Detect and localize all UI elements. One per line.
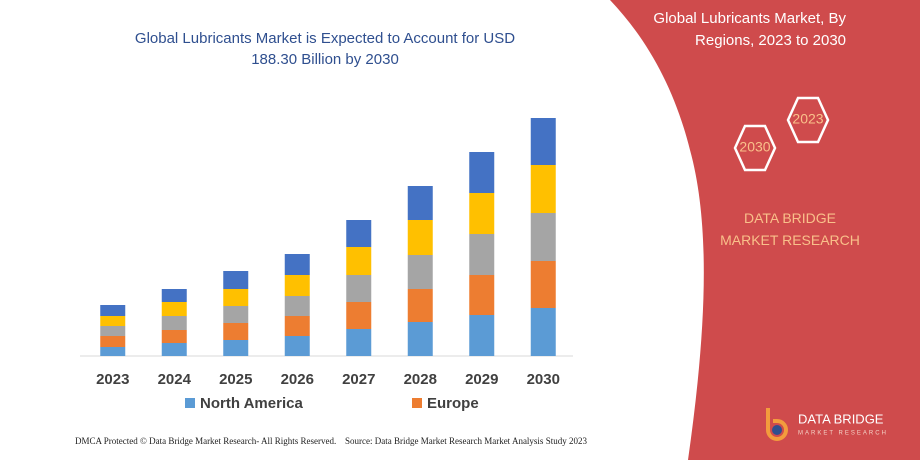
bar-segment xyxy=(284,296,310,316)
bar-segment xyxy=(407,322,433,356)
logo-icon xyxy=(766,408,788,441)
bar-segment xyxy=(100,326,126,336)
bar-segment xyxy=(284,275,310,296)
x-tick-label: 2023 xyxy=(96,371,129,388)
bar-segment xyxy=(100,316,126,326)
bar-segment xyxy=(223,340,249,356)
chart-title: Global Lubricants Market is Expected to … xyxy=(134,30,516,68)
bar-segment xyxy=(530,261,556,308)
bar-segment xyxy=(407,289,433,322)
logo-tagline: MARKET RESEARCH xyxy=(798,431,888,437)
bar-segment xyxy=(469,315,495,356)
bar-segment xyxy=(346,247,372,275)
logo-name: DATA BRIDGE xyxy=(798,411,884,426)
footer-left: DMCA Protected © Data Bridge Market Rese… xyxy=(75,436,337,446)
legend-label: North America xyxy=(200,395,303,412)
badge: 2030 xyxy=(739,139,770,155)
bar-segment xyxy=(100,336,126,347)
x-tick-label: 2027 xyxy=(342,371,375,388)
bar-segment xyxy=(469,234,495,275)
bar-segment xyxy=(284,316,310,336)
bar-segment xyxy=(161,316,187,330)
bar-segment xyxy=(161,289,187,302)
bar-segment xyxy=(223,271,249,289)
bar-segment xyxy=(100,347,126,356)
bar-segment xyxy=(469,193,495,234)
legend-swatch xyxy=(185,398,195,408)
bar-segment xyxy=(161,343,187,356)
hexagons xyxy=(733,96,830,172)
bar-segment xyxy=(223,289,249,306)
bar-segment xyxy=(284,254,310,275)
bar-segment xyxy=(346,275,372,302)
bar-segment xyxy=(161,330,187,343)
bar-segment xyxy=(161,302,187,316)
bar-segment xyxy=(100,305,126,316)
panel-title: Global Lubricants Market, By Regions, 20… xyxy=(653,10,846,49)
bar-segment xyxy=(530,118,556,165)
bar-segment xyxy=(530,165,556,213)
bar-segment xyxy=(469,275,495,315)
x-tick-label: 2024 xyxy=(158,371,192,388)
x-tick-label: 2029 xyxy=(465,371,498,388)
bar-segment xyxy=(284,336,310,356)
bar-segment xyxy=(407,255,433,289)
bar-segment xyxy=(407,220,433,255)
x-tick-label: 2028 xyxy=(404,371,437,388)
x-tick-label: 2025 xyxy=(219,371,252,388)
bar-segment xyxy=(223,323,249,340)
bar-segment xyxy=(407,186,433,220)
bar-segment xyxy=(530,213,556,261)
bar-segment xyxy=(223,306,249,323)
bar-segment xyxy=(469,152,495,193)
bar-segment xyxy=(530,308,556,356)
x-tick-label: 2030 xyxy=(527,371,560,388)
x-tick-label: 2026 xyxy=(281,371,314,388)
badge: 2023 xyxy=(792,111,823,127)
red-panel xyxy=(610,0,920,460)
legend-label: Europe xyxy=(427,395,479,412)
legend-swatch xyxy=(412,398,422,408)
bar-segment xyxy=(346,302,372,329)
brand: DATA BRIDGE MARKET RESEARCH xyxy=(720,210,860,248)
footer-right: Source: Data Bridge Market Research Mark… xyxy=(345,436,587,446)
bar-segment xyxy=(346,329,372,356)
bar-segment xyxy=(346,220,372,247)
